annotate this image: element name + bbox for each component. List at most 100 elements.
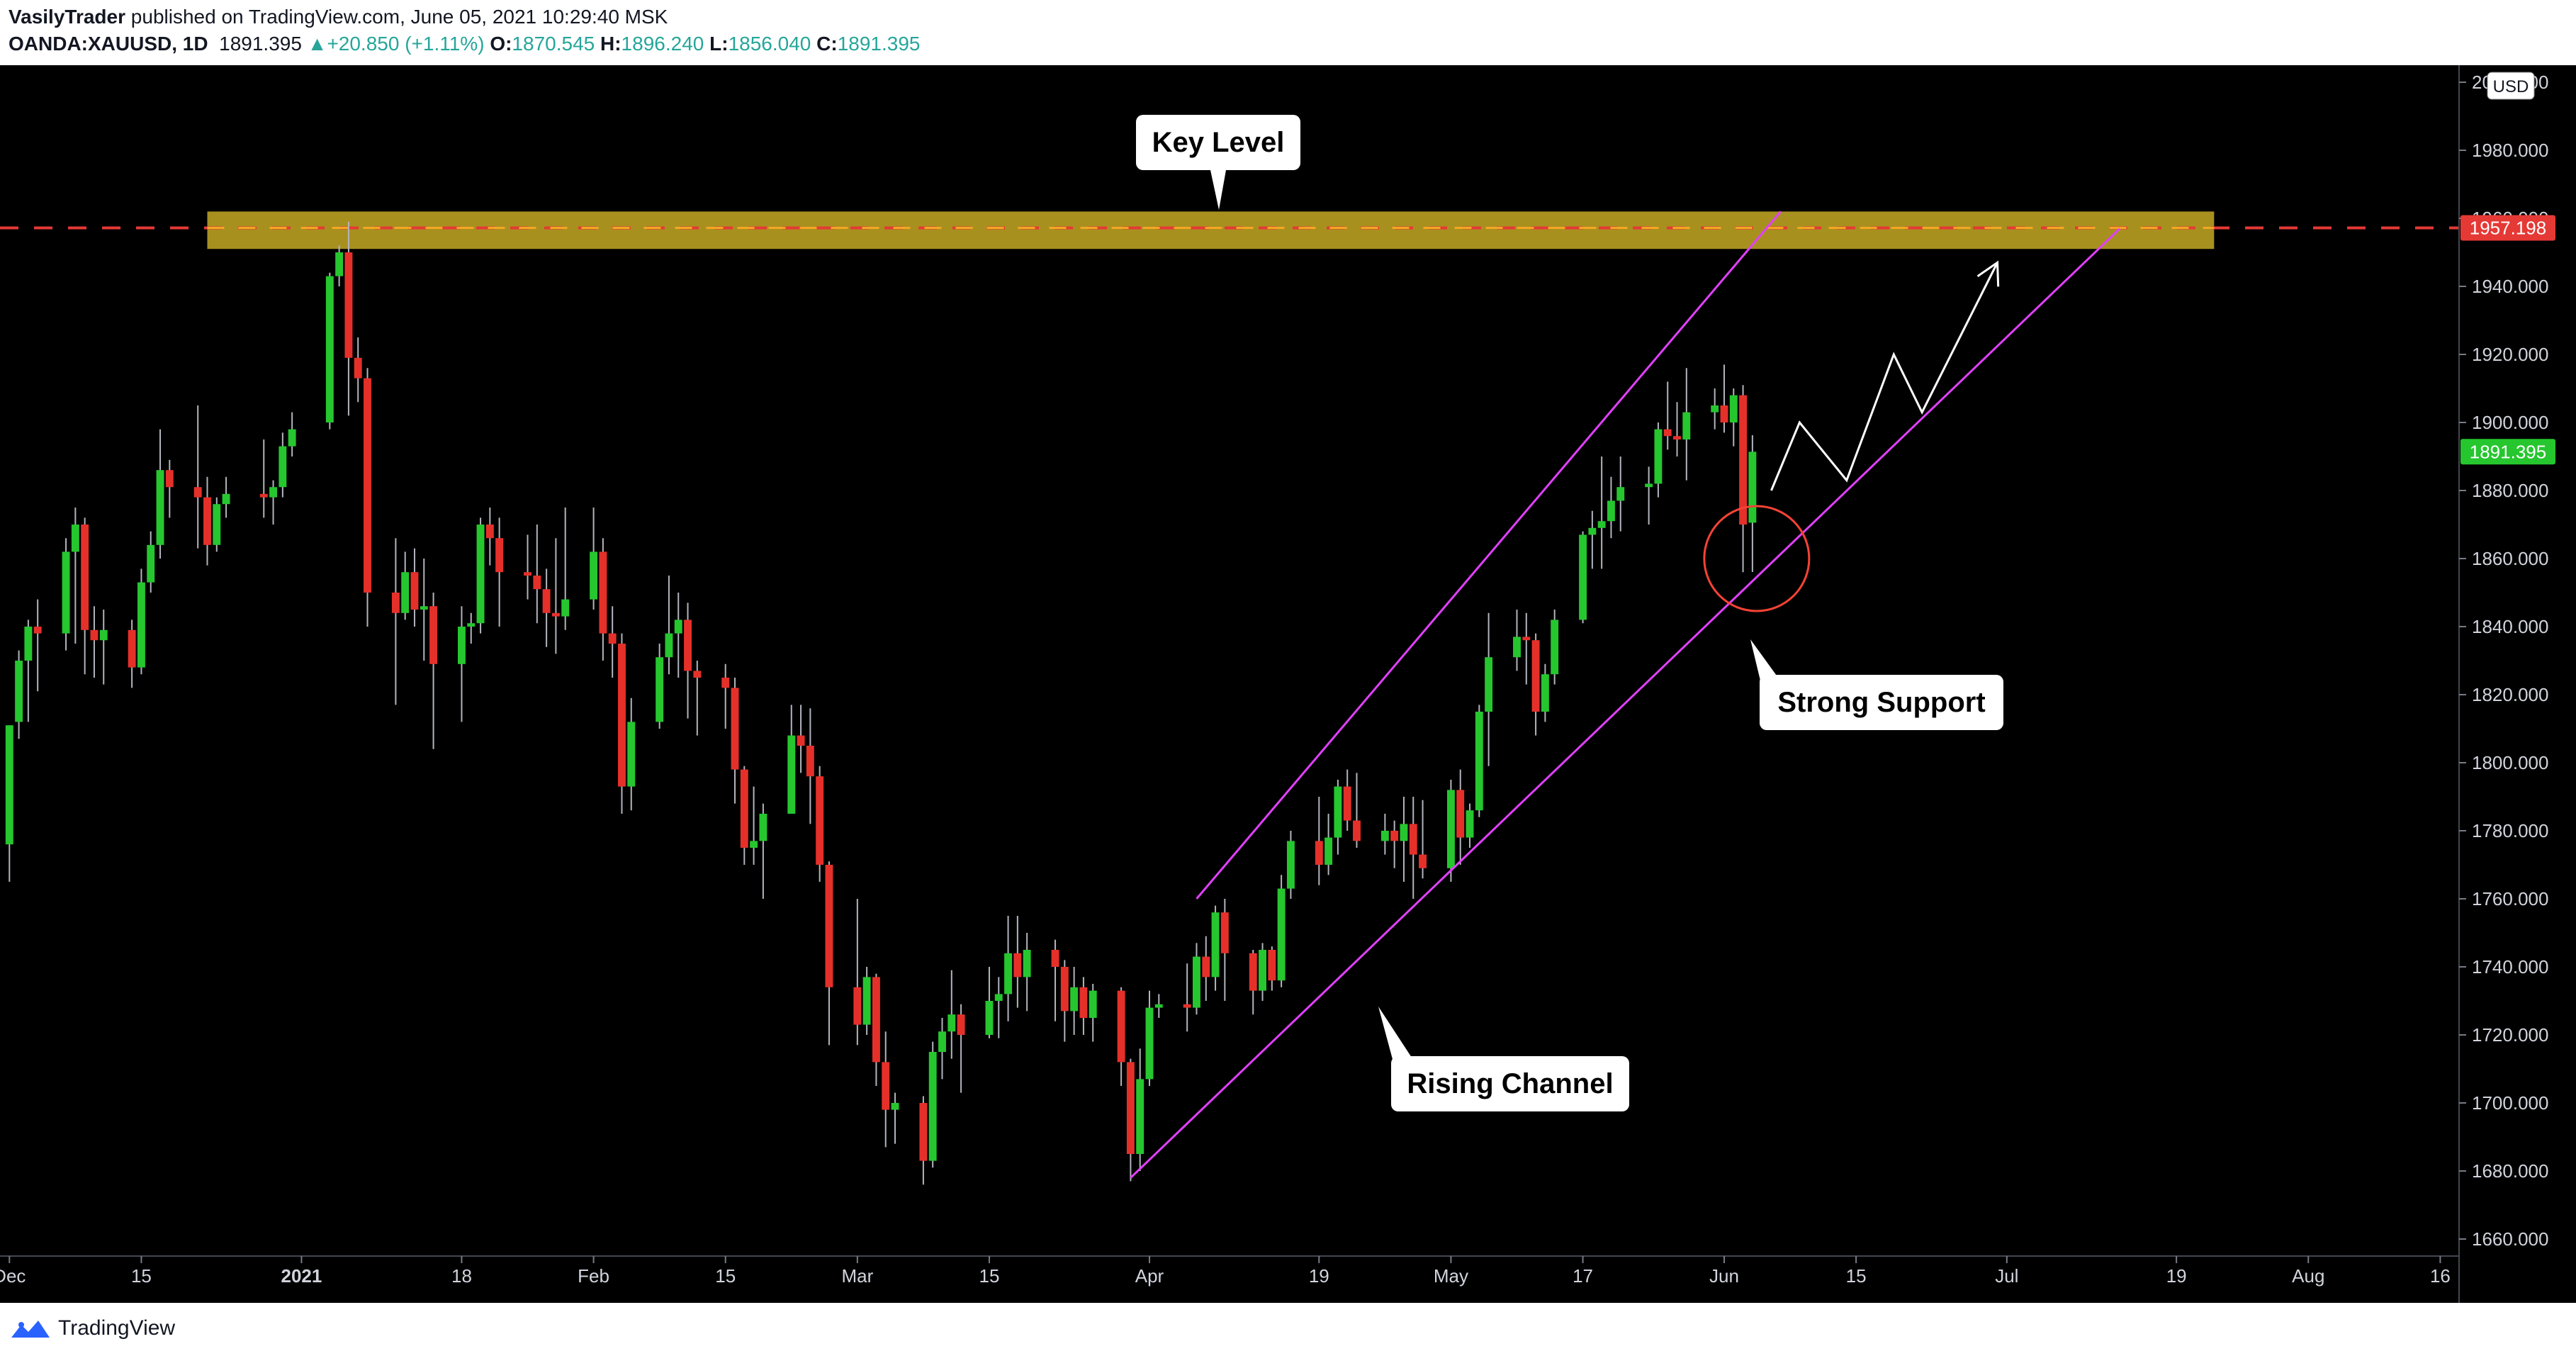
projection-arrowhead [1976,260,2000,287]
candle-body-down [33,627,42,634]
candle-body-up [1645,483,1653,488]
rising-channel-callout[interactable]: Rising Channel [1391,1056,1629,1111]
candle-body-down [853,987,862,1025]
time-tick-label: Dec [0,1265,26,1287]
candle-body-down [90,629,99,641]
candle-body-up [1145,1007,1154,1080]
candle-body-down [203,497,211,545]
candle-body-down [533,576,541,590]
candle-body-up [1541,674,1549,712]
tradingview-logo-icon [11,1321,50,1338]
price-axis-panel[interactable] [2459,65,2576,1303]
candle-body-up [467,623,476,627]
time-tick-label: 18 [451,1265,472,1287]
candle-body-up [1324,837,1333,865]
candle-body-up [147,544,155,583]
candle-body-up [222,493,230,505]
candle-body-down [1409,824,1417,855]
candle-body-down [1673,436,1681,439]
chart-area[interactable]: 1660.000 1680.000 1700.000 1720.000 1740.000… [0,65,2576,1303]
key-level-callout[interactable]: Key Level [1136,115,1300,170]
candle-body-down [1419,854,1427,868]
candle-body-down [1720,405,1728,422]
candle-body-up [1654,429,1663,484]
time-tick-label: 16 [2430,1265,2451,1287]
publish-info: VasilyTrader published on TradingView.co… [9,6,668,28]
open-label: O: [490,33,512,55]
chart-background [0,65,2576,1303]
candle-body-up [938,1031,946,1052]
candle-body-down [354,357,362,379]
candle-body-down [429,606,438,664]
candle-body-up [269,487,278,498]
time-tick-label: 17 [1573,1265,1593,1287]
footer: TradingView [0,1303,2576,1356]
candle-body-down [1390,831,1399,841]
high-label: H: [600,33,621,55]
channel-upper-line [1196,211,1782,900]
candle-body-up [1616,487,1625,501]
key-level-zone [207,211,2215,250]
time-tick-label: Jul [1995,1265,2018,1287]
price-tick-label: 1760.000 [2472,888,2548,909]
last-price-text: 1891.395 [2470,441,2546,462]
candle-body-up [1475,712,1483,811]
last-price-label: 1891.395 [219,33,302,55]
price-chart[interactable]: 1660.000 1680.000 1700.000 1720.000 1740.000… [0,65,2576,1303]
candle-body-down [391,593,400,613]
up-triangle-icon: ▲ [307,33,327,55]
candle-body-up [787,735,796,814]
projection-path [1770,262,1998,491]
key-level-callout-pointer [1210,170,1226,210]
candle-body-up [561,599,570,617]
price-tick-label: 1860.000 [2472,548,2548,569]
candle-body-down [1343,786,1351,821]
candle-body-up [1485,657,1493,712]
candle-body-up [1259,950,1266,991]
candle-body-down [872,977,880,1063]
candle-body-up [137,582,145,668]
candle-body-up [401,572,410,613]
author-name[interactable]: VasilyTrader [9,6,126,28]
key-level-price-text: 1957.198 [2470,217,2546,238]
time-tick-label: May [1434,1265,1468,1287]
candle-body-up [1004,953,1013,994]
candle-body-up [1193,956,1200,1008]
candle-body-down [1531,640,1540,712]
currency-badge[interactable] [2487,72,2535,100]
time-tick-label: 19 [2166,1265,2187,1287]
candle-body-down [344,252,353,358]
tradingview-brand[interactable]: TradingView [10,1313,175,1344]
candle-body-down [485,525,494,539]
time-tick-label: Aug [2292,1265,2324,1287]
strong-support-callout[interactable]: Strong Support [1760,675,2003,730]
support-circle [1703,505,1811,612]
candle-body-down [495,538,504,573]
candle-body-up [985,1001,994,1035]
time-tick-label: 15 [131,1265,152,1287]
ohlc-legend: OANDA:XAUUSD, 1D 1891.395 ▲+20.850 (+1.1… [9,33,920,55]
candle-body-down [608,633,617,644]
candle-body-down [618,644,626,787]
candle-body-down [599,551,607,634]
last-price-tag [2460,439,2555,465]
candle-body-up [665,633,673,658]
candle-body-down [542,589,551,613]
candle-body-up [156,470,164,545]
candle-body-up [1513,637,1521,658]
symbol-label[interactable]: OANDA:XAUUSD, 1D [9,33,208,55]
candle-body-up [1023,950,1031,977]
candle-body-up [62,551,70,634]
time-axis: Dec 15 2021 18 Feb 15 Mar 15 Apr 19 May 17 Jun 15 Jul 1… [0,1256,2451,1287]
time-tick-label: Mar [841,1265,873,1287]
time-tick-label: Feb [578,1265,609,1287]
candle-body-down [1183,1004,1191,1008]
candle-body-up [288,429,296,447]
candle-body-up [1748,452,1757,523]
rising-channel-label: Rising Channel [1407,1068,1614,1099]
candle-body-up [1588,527,1597,535]
candle-body-up [1400,824,1408,841]
price-tick-label: 1940.000 [2472,276,2548,297]
candle-body-down [731,688,739,770]
candle-body-down [1126,1062,1135,1154]
